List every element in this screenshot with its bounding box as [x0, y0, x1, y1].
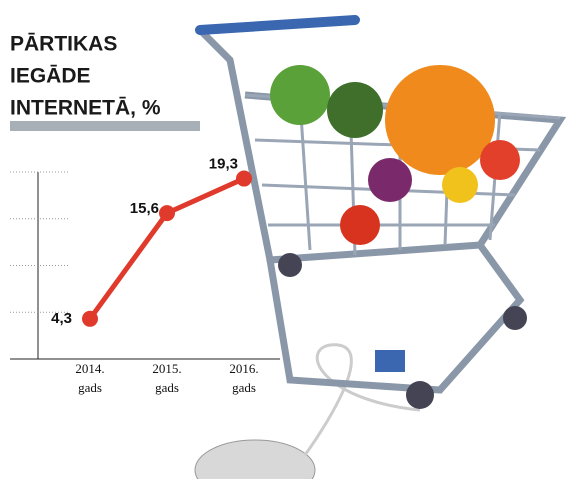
- line: [87, 176, 246, 321]
- chart-title: IEGĀDE: [10, 65, 91, 88]
- point: [82, 310, 98, 327]
- point: [236, 170, 252, 187]
- x-tick-label: 2016. gads: [229, 361, 258, 395]
- value-label: 4,3: [51, 310, 72, 327]
- value-label: 19,3: [209, 156, 238, 173]
- point: [159, 205, 175, 222]
- chart-title: PĀRTIKAS: [10, 33, 117, 56]
- value-label: 15,6: [130, 200, 159, 217]
- x-tick-label: 2015. gads: [152, 361, 181, 395]
- chart-title: INTERNETĀ, %: [10, 97, 161, 120]
- cart-illustration: [194, 15, 567, 479]
- title-underline: [10, 121, 200, 131]
- x-tick-label: 2014. gads: [75, 361, 104, 395]
